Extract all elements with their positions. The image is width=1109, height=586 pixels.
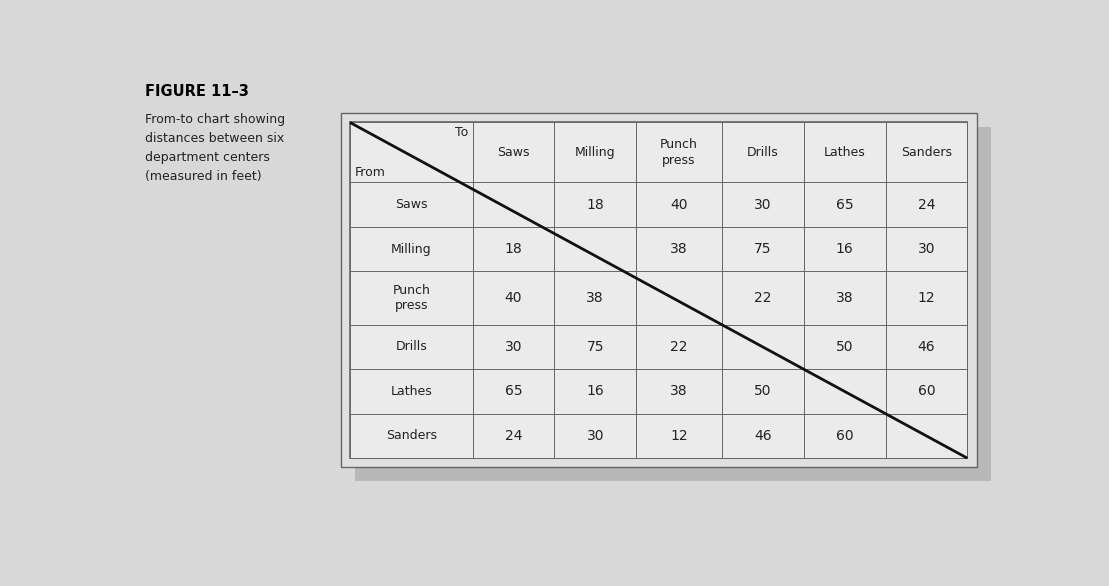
Bar [350,414,472,458]
Bar [722,227,804,271]
Bar [554,227,637,271]
Text: Punch
press: Punch press [393,284,430,312]
Bar [637,414,722,458]
Text: 65: 65 [836,197,854,212]
Text: 38: 38 [670,242,688,256]
Bar [804,414,886,458]
Bar [886,182,967,227]
Bar [722,414,804,458]
Text: 38: 38 [587,291,604,305]
Text: 24: 24 [917,197,935,212]
Bar [637,182,722,227]
Text: 12: 12 [670,429,688,443]
Text: 65: 65 [505,384,522,398]
Text: 30: 30 [587,429,604,443]
Text: To: To [455,126,468,139]
Text: 50: 50 [754,384,772,398]
Text: Saws: Saws [395,198,427,211]
Text: 30: 30 [505,340,522,354]
Text: From-to chart showing
distances between six
department centers
(measured in feet: From-to chart showing distances between … [145,114,285,183]
Bar [355,127,990,481]
Text: 22: 22 [754,291,772,305]
Bar [554,122,637,182]
Text: 24: 24 [505,429,522,443]
Bar [340,113,977,468]
Text: Sanders: Sanders [901,146,952,159]
Bar [722,325,804,369]
Text: 60: 60 [917,384,935,398]
Text: Milling: Milling [574,146,615,159]
Bar [886,227,967,271]
Text: 38: 38 [836,291,854,305]
Text: Drills: Drills [396,340,427,353]
Bar [554,182,637,227]
Bar [350,369,472,414]
Text: Lathes: Lathes [824,146,865,159]
Bar [886,414,967,458]
Bar [350,271,472,325]
Bar [472,271,554,325]
Bar [350,325,472,369]
Bar [886,369,967,414]
Bar [472,227,554,271]
Bar [637,325,722,369]
Text: Saws: Saws [497,146,530,159]
Text: 40: 40 [505,291,522,305]
Bar [554,414,637,458]
Bar [554,325,637,369]
Bar [804,227,886,271]
Bar [886,271,967,325]
Bar [804,325,886,369]
Text: 75: 75 [754,242,772,256]
Bar [722,271,804,325]
Bar [472,369,554,414]
Text: 46: 46 [917,340,935,354]
Text: Sanders: Sanders [386,430,437,442]
Text: 30: 30 [754,197,772,212]
Bar [637,271,722,325]
Text: FIGURE 11–3: FIGURE 11–3 [145,84,248,99]
Text: 40: 40 [670,197,688,212]
Bar [804,122,886,182]
Bar [804,182,886,227]
Bar [350,122,472,182]
Bar [472,325,554,369]
Text: 38: 38 [670,384,688,398]
Text: Lathes: Lathes [390,385,433,398]
Bar [886,122,967,182]
Bar [472,414,554,458]
Bar [472,182,554,227]
Text: 18: 18 [505,242,522,256]
Bar [722,369,804,414]
Text: Drills: Drills [747,146,779,159]
Text: 18: 18 [587,197,604,212]
Bar [804,369,886,414]
Text: 46: 46 [754,429,772,443]
Bar [722,122,804,182]
Text: 75: 75 [587,340,604,354]
Text: 60: 60 [836,429,854,443]
Text: 22: 22 [670,340,688,354]
Bar [554,271,637,325]
Text: 12: 12 [917,291,935,305]
Bar [350,182,472,227]
Bar [554,369,637,414]
Text: 30: 30 [917,242,935,256]
Text: Milling: Milling [390,243,431,255]
Bar [350,122,967,458]
Text: 16: 16 [836,242,854,256]
Bar [637,122,722,182]
Bar [350,227,472,271]
Bar [472,122,554,182]
Text: Punch
press: Punch press [660,138,698,166]
Bar [722,182,804,227]
Text: From: From [355,166,386,179]
Text: 16: 16 [587,384,604,398]
Text: 50: 50 [836,340,854,354]
Bar [886,325,967,369]
Bar [804,271,886,325]
Bar [637,369,722,414]
Bar [637,227,722,271]
